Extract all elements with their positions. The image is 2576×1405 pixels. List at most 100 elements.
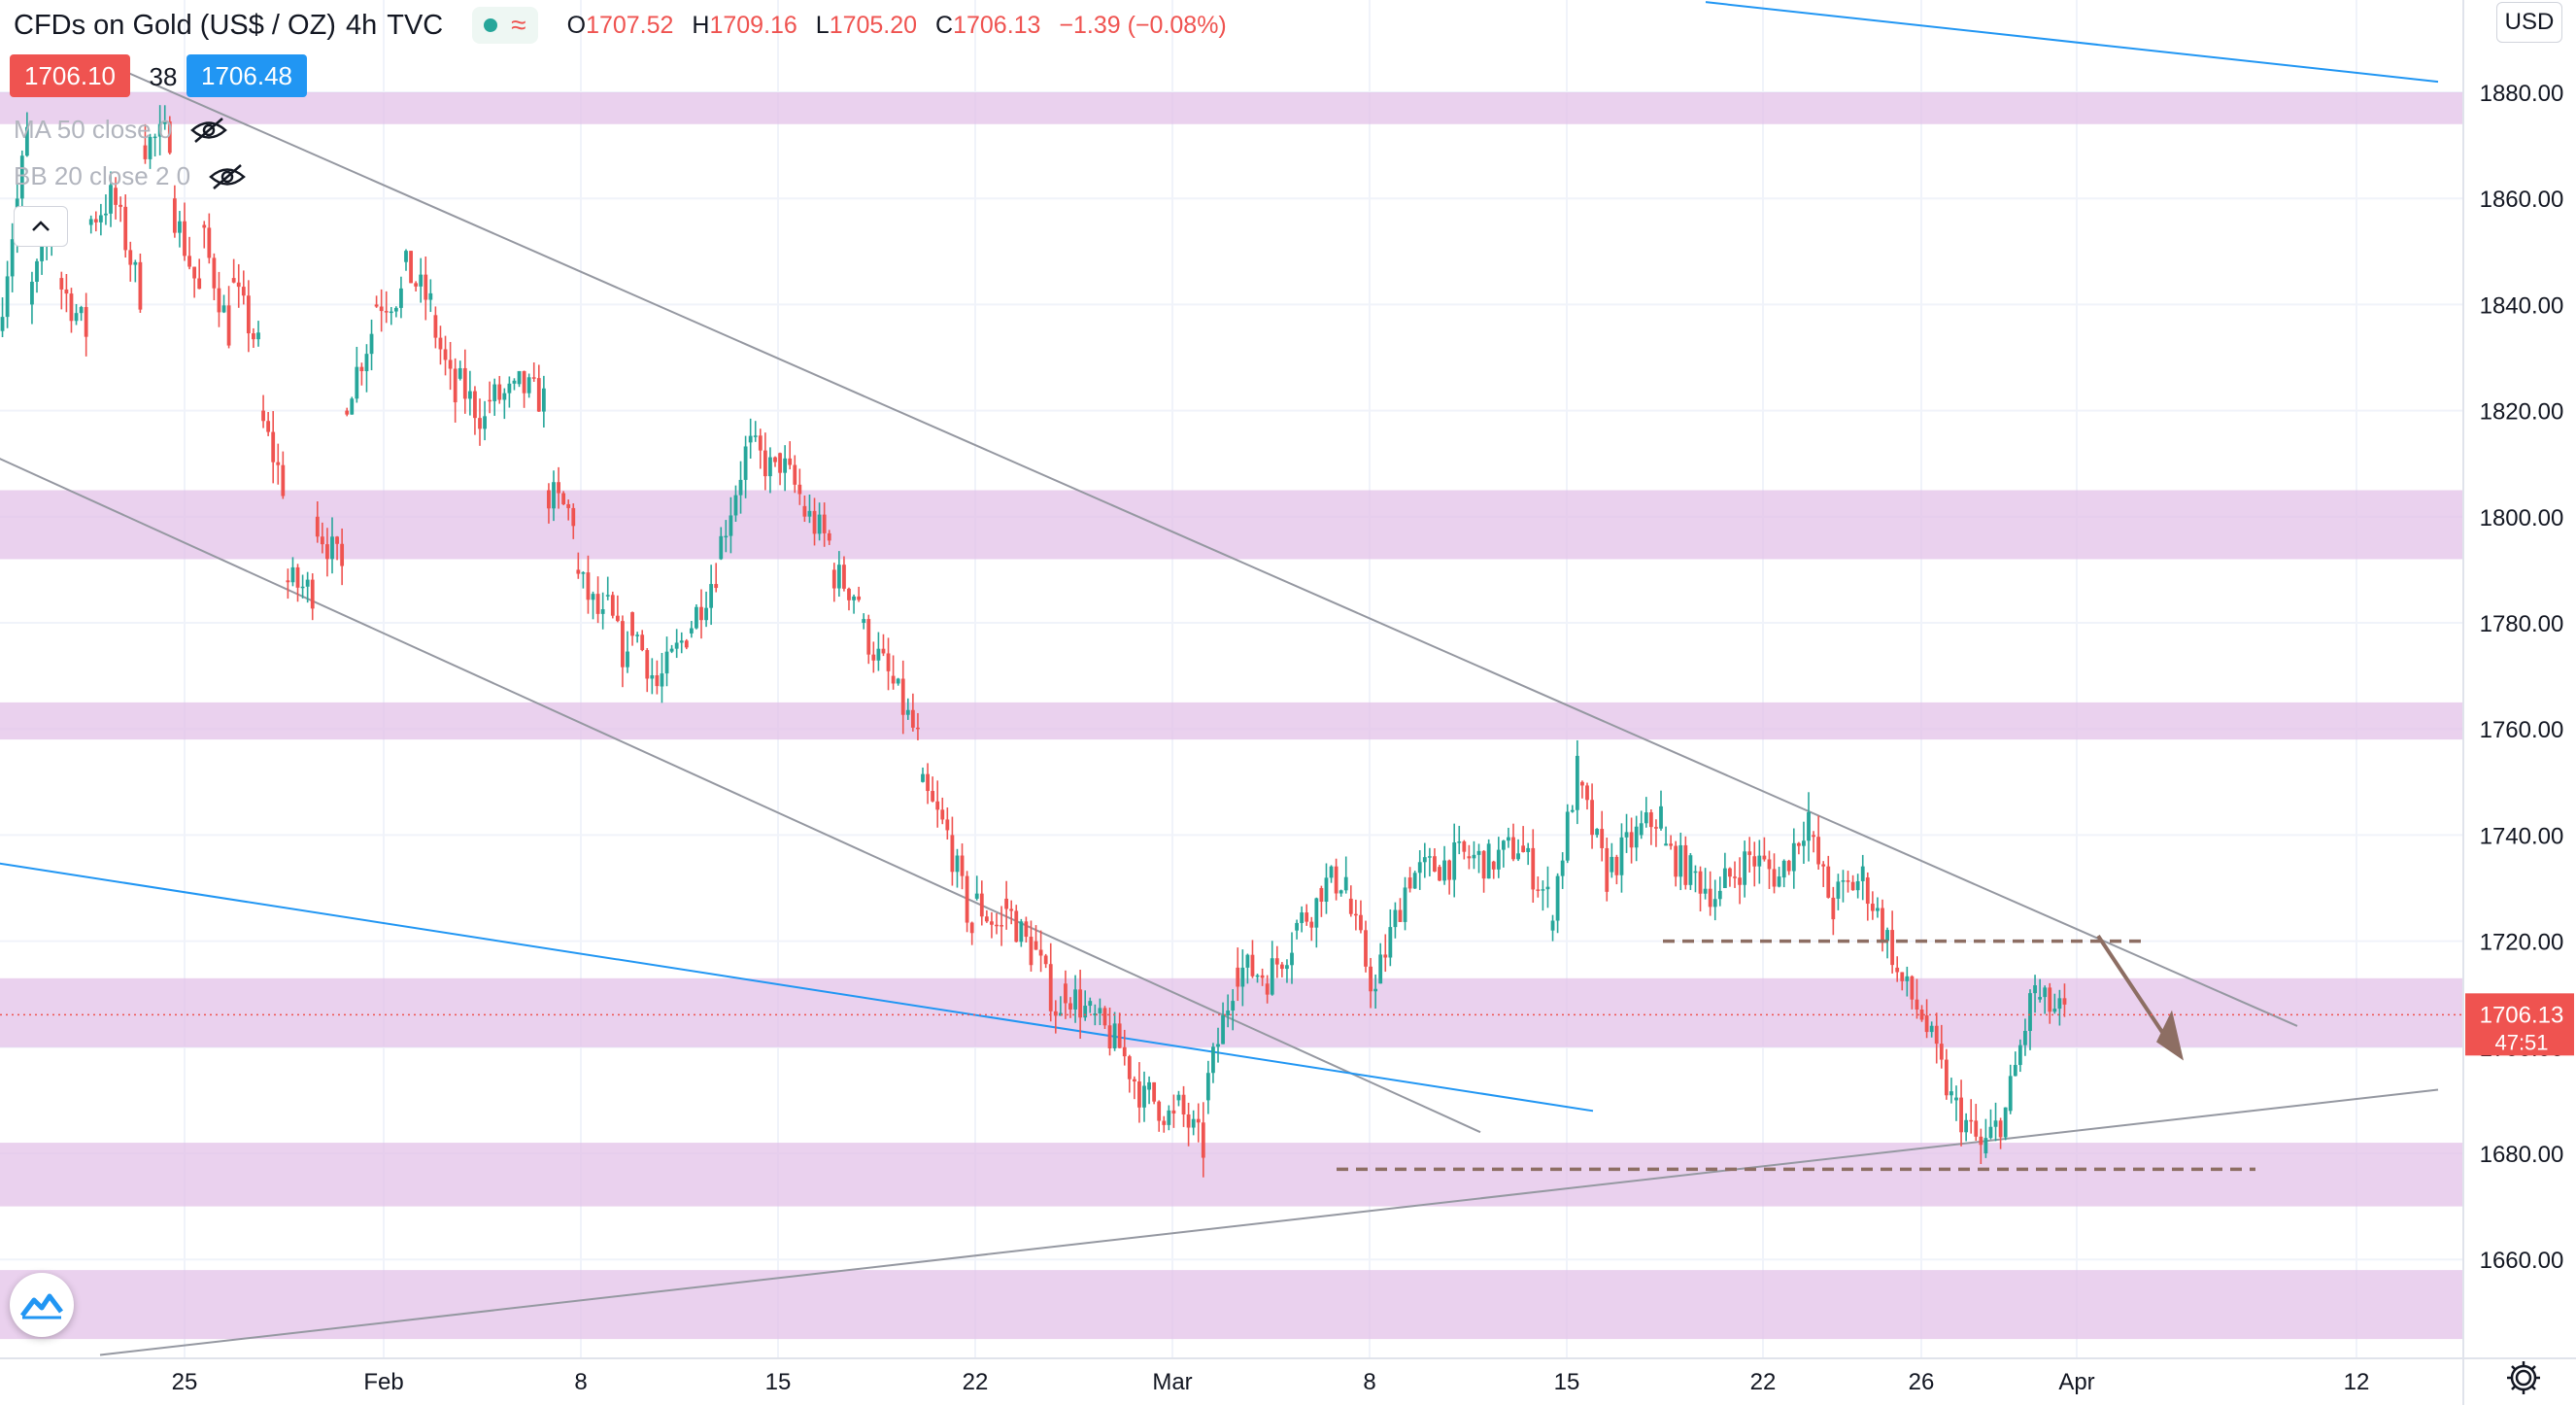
candle-body bbox=[212, 257, 217, 289]
candle-body bbox=[340, 543, 345, 566]
candle-body bbox=[1452, 842, 1457, 880]
time-axis[interactable]: 25 Feb 8 15 22 Mar 8 15 22 26 Apr 12 bbox=[0, 1357, 2576, 1395]
candle-body bbox=[1614, 856, 1619, 875]
close-label: C bbox=[935, 11, 954, 39]
zone-band[interactable] bbox=[0, 1270, 2462, 1340]
last-price-box bbox=[2465, 993, 2574, 1056]
candle-body bbox=[1781, 860, 1786, 878]
candle-body bbox=[1442, 860, 1446, 881]
candle-body bbox=[827, 532, 831, 541]
candle-body bbox=[1290, 952, 1294, 966]
candle-body bbox=[1034, 941, 1038, 950]
candle-body bbox=[88, 219, 93, 225]
zone-band[interactable] bbox=[0, 1143, 2462, 1207]
candle-body bbox=[1664, 843, 1668, 846]
candle-body bbox=[1850, 881, 1855, 891]
candle-body bbox=[114, 188, 118, 205]
candle-body bbox=[921, 773, 925, 782]
candle-body bbox=[1536, 889, 1541, 891]
zone-band[interactable] bbox=[0, 490, 2462, 560]
candle-body bbox=[684, 640, 689, 648]
candle-body bbox=[1038, 949, 1043, 956]
trendline[interactable] bbox=[99, 59, 2298, 1027]
source-label: TVC bbox=[387, 9, 444, 41]
candle-body bbox=[98, 215, 103, 223]
candle-body bbox=[595, 594, 600, 614]
candle-body bbox=[399, 288, 403, 308]
candle-body bbox=[1274, 958, 1279, 965]
tradingview-logo[interactable] bbox=[10, 1273, 74, 1337]
candle-body bbox=[1674, 845, 1678, 877]
candle-body bbox=[162, 120, 167, 124]
trendline[interactable] bbox=[1705, 1, 2439, 84]
candle-body bbox=[35, 260, 39, 282]
price-tick-label: 1840.00 bbox=[2480, 292, 2564, 319]
market-status-pill[interactable]: ≈ bbox=[472, 7, 538, 44]
indicator-ma[interactable]: MA 50 close 0 bbox=[14, 115, 228, 145]
settings-gear-icon[interactable] bbox=[2504, 1358, 2543, 1397]
candle-body bbox=[1698, 871, 1703, 894]
candle-body bbox=[1929, 1025, 1934, 1033]
candle-body bbox=[689, 628, 694, 634]
price-tick-label: 1880.00 bbox=[2480, 81, 2564, 107]
candle-body bbox=[172, 198, 177, 233]
zone-band[interactable] bbox=[0, 92, 2462, 124]
candle-body bbox=[729, 515, 733, 536]
candle-body bbox=[748, 435, 753, 443]
price-axis[interactable]: 1880.00 1860.00 1840.00 1820.00 1800.00 1780.… bbox=[2462, 0, 2574, 1405]
candle-body bbox=[586, 572, 591, 600]
candle-body bbox=[462, 367, 467, 399]
candle-body bbox=[1846, 880, 1850, 882]
zone-band[interactable] bbox=[0, 977, 2462, 1047]
candle-body bbox=[571, 507, 576, 527]
sell-button[interactable]: 1706.10 bbox=[10, 54, 130, 97]
candle-body bbox=[217, 288, 221, 313]
candle-body bbox=[1949, 1091, 1953, 1096]
trendline[interactable] bbox=[0, 862, 1594, 1113]
buy-button[interactable]: 1706.48 bbox=[186, 54, 307, 97]
trendline[interactable] bbox=[0, 453, 1481, 1134]
symbol-title[interactable]: CFDs on Gold (US$ / OZ) bbox=[14, 9, 336, 41]
candle-body bbox=[753, 435, 758, 437]
candle-body bbox=[1433, 856, 1437, 872]
bar-countdown-label: 47:51 bbox=[2494, 1030, 2548, 1054]
collapse-legend-button[interactable] bbox=[14, 206, 68, 247]
candle-body bbox=[1526, 847, 1531, 852]
candle-body bbox=[1895, 967, 1900, 973]
candle-body bbox=[93, 219, 98, 223]
candle-body bbox=[79, 306, 84, 314]
candle-body bbox=[695, 606, 698, 629]
candle-body bbox=[1669, 843, 1674, 846]
candle-body bbox=[852, 596, 856, 600]
candle-body bbox=[202, 224, 207, 228]
currency-button[interactable]: USD bbox=[2496, 2, 2562, 43]
interval-label[interactable]: 4h bbox=[345, 9, 378, 41]
candle-body bbox=[335, 536, 339, 544]
eye-hidden-icon[interactable] bbox=[208, 162, 247, 191]
eye-hidden-icon[interactable] bbox=[189, 116, 228, 145]
candle-body bbox=[1447, 860, 1452, 880]
candle-body bbox=[1334, 866, 1339, 894]
candle-body bbox=[1462, 841, 1467, 852]
candle-body bbox=[1019, 921, 1024, 942]
zone-band[interactable] bbox=[0, 702, 2462, 740]
candle-body bbox=[109, 185, 113, 214]
projection-arrow-head bbox=[2156, 1010, 2184, 1061]
candle-body bbox=[847, 588, 851, 600]
candle-body bbox=[369, 333, 374, 355]
trendline[interactable] bbox=[99, 1088, 2439, 1356]
candle-body bbox=[783, 458, 788, 473]
candle-body bbox=[1821, 864, 1826, 867]
candle-body bbox=[453, 368, 458, 403]
candle-body bbox=[74, 313, 79, 322]
candle-body bbox=[1545, 886, 1550, 890]
candle-body bbox=[1876, 908, 1880, 911]
candle-body bbox=[1516, 853, 1520, 860]
candle-body bbox=[605, 595, 610, 597]
candle-body bbox=[241, 287, 246, 296]
candle-body bbox=[1555, 875, 1560, 921]
indicator-bb[interactable]: BB 20 close 2 0 bbox=[14, 161, 247, 191]
candle-body bbox=[1226, 1011, 1231, 1015]
candle-body bbox=[2013, 1065, 2017, 1077]
